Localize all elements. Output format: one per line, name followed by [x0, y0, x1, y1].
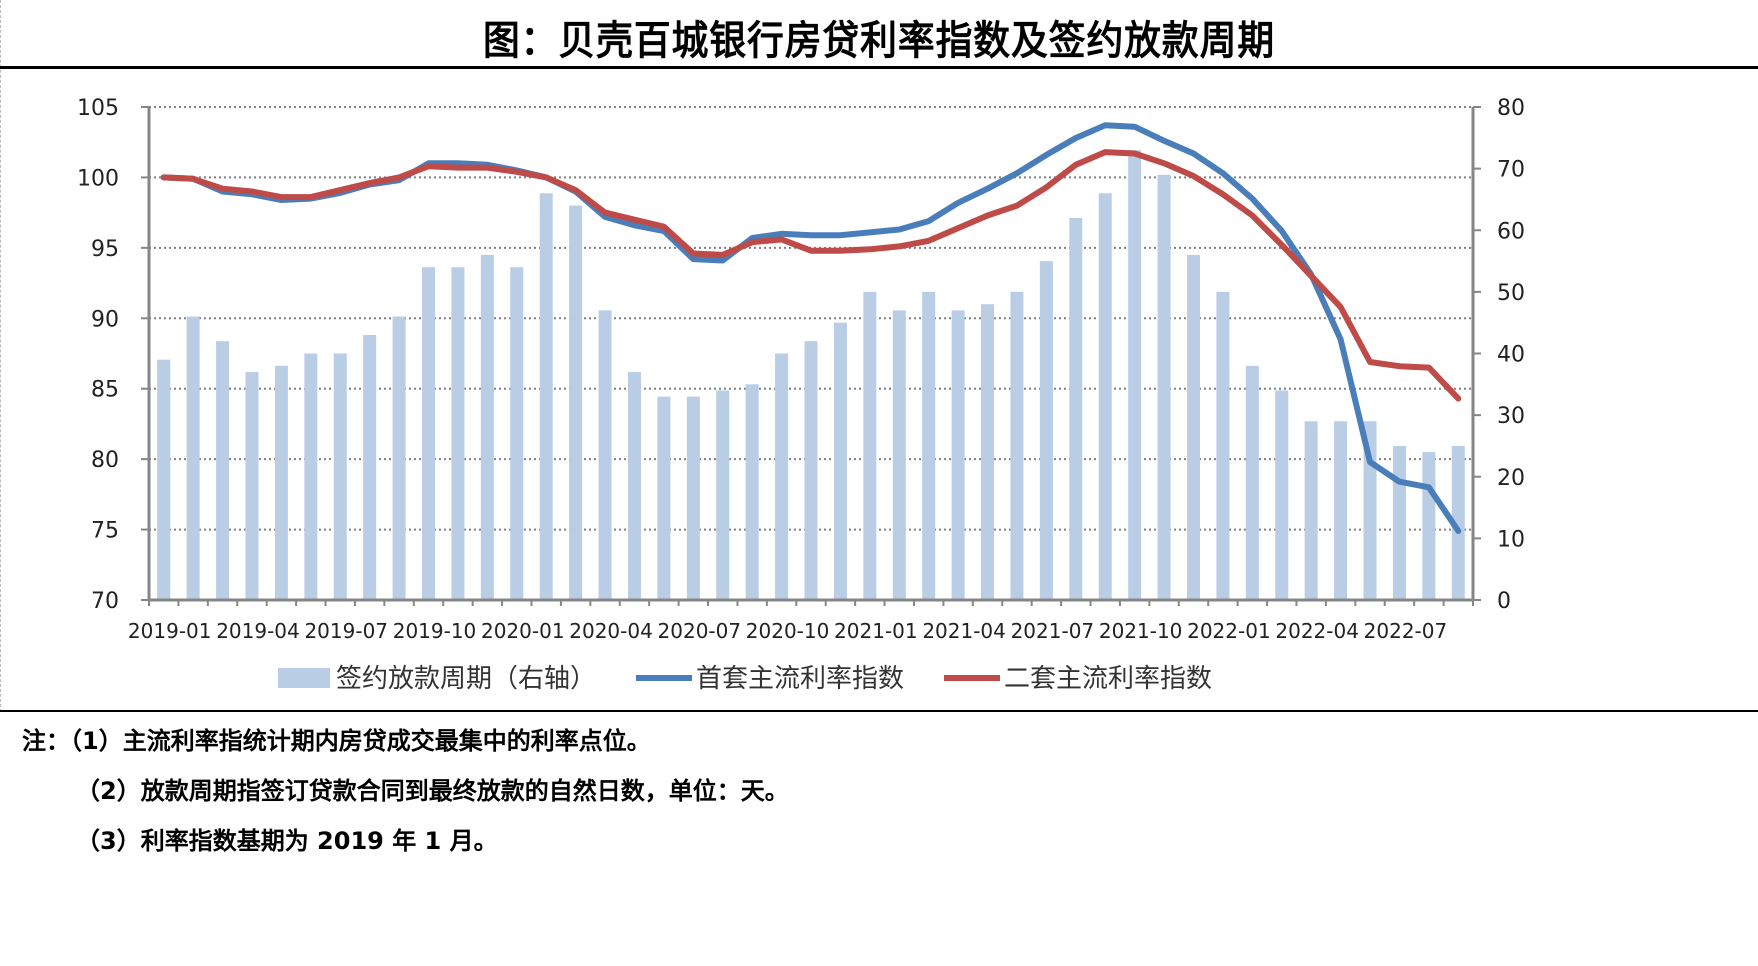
left-tick-label: 80	[91, 448, 119, 473]
bar	[451, 267, 465, 600]
right-tick-label: 0	[1497, 589, 1511, 614]
bar	[1451, 445, 1465, 600]
x-tick-label: 2021-07	[1011, 619, 1095, 643]
bar	[1128, 150, 1142, 600]
bar	[1334, 421, 1348, 600]
axes: 70 75 80 85 90 95 100 105 0 10 20 30 40 50 60 70 80 2019-…	[77, 96, 1525, 643]
bar	[392, 316, 406, 600]
right-tick-label: 30	[1497, 404, 1525, 429]
left-tick-label: 105	[77, 96, 119, 121]
left-dashed-border	[0, 0, 1, 712]
notes: 注：（1）主流利率指统计期内房贷成交最集中的利率点位。 （2）放款周期指签订贷款…	[22, 716, 789, 866]
x-tick-label: 2019-01	[128, 619, 212, 643]
bar	[745, 384, 759, 600]
bar	[304, 353, 318, 600]
bar	[245, 371, 259, 600]
figure-title: 图：贝壳百城银行房贷利率指数及签约放款周期	[482, 18, 1276, 64]
bar	[274, 365, 288, 600]
left-tick-label: 75	[91, 519, 119, 544]
bar	[510, 267, 524, 600]
bar	[598, 310, 612, 600]
bar	[922, 291, 936, 600]
bar	[1392, 445, 1406, 600]
bar	[833, 322, 847, 600]
bar	[657, 396, 671, 600]
bar	[157, 359, 171, 600]
bar	[480, 254, 494, 600]
x-tick-label: 2020-10	[746, 619, 830, 643]
bar	[892, 310, 906, 600]
bar	[716, 390, 730, 600]
bar-series-loan-cycle	[157, 150, 1465, 601]
bar	[1010, 291, 1024, 600]
x-tick-label: 2020-04	[569, 619, 653, 643]
legend-swatch-bar	[278, 668, 330, 688]
right-tick-label: 80	[1497, 96, 1525, 121]
left-tick-label: 95	[91, 237, 119, 262]
legend-label-bar: 签约放款周期（右轴）	[336, 664, 596, 694]
bar	[775, 353, 789, 600]
left-tick-label: 100	[77, 166, 119, 191]
right-tick-label: 40	[1497, 343, 1525, 368]
x-tick-label: 2022-07	[1364, 619, 1448, 643]
note-3: （3）利率指数基期为 2019 年 1 月。	[76, 827, 498, 855]
right-tick-label: 50	[1497, 281, 1525, 306]
left-tick-label: 90	[91, 307, 119, 332]
bar	[333, 353, 347, 600]
x-tick-label: 2020-01	[481, 619, 565, 643]
bar	[1275, 390, 1289, 600]
x-tick-label: 2021-01	[834, 619, 918, 643]
note-2: （2）放款周期指签订贷款合同到最终放款的自然日数，单位：天。	[76, 777, 789, 805]
line-series	[160, 122, 1462, 534]
right-tick-label: 70	[1497, 158, 1525, 183]
note-1: 注：（1）主流利率指统计期内房贷成交最集中的利率点位。	[22, 727, 651, 755]
x-tick-label: 2022-04	[1275, 619, 1359, 643]
x-tick-label: 2021-04	[922, 619, 1006, 643]
bar	[1216, 291, 1230, 600]
bar	[216, 341, 230, 600]
bar	[981, 304, 995, 600]
bar	[1422, 452, 1436, 600]
line-second-home-rate	[160, 149, 1462, 402]
bar	[1039, 261, 1053, 600]
right-tick-label: 20	[1497, 466, 1525, 491]
top-rule	[0, 66, 1758, 69]
bar	[422, 267, 436, 600]
x-tick-label: 2019-10	[393, 619, 477, 643]
bar	[1245, 365, 1259, 600]
bottom-rule	[0, 710, 1758, 712]
left-tick-label: 70	[91, 589, 119, 614]
x-tick-label: 2019-04	[216, 619, 300, 643]
x-tick-label: 2020-07	[658, 619, 742, 643]
bar	[951, 310, 965, 600]
bar	[1157, 174, 1171, 600]
bar	[686, 396, 700, 600]
bar	[1098, 193, 1112, 600]
bar	[363, 335, 377, 600]
legend: 签约放款周期（右轴） 首套主流利率指数 二套主流利率指数	[278, 664, 1212, 694]
legend-label-second: 二套主流利率指数	[1004, 664, 1212, 694]
x-tick-label: 2021-10	[1099, 619, 1183, 643]
bar	[804, 341, 818, 600]
bar	[1304, 421, 1318, 600]
x-tick-label: 2019-07	[304, 619, 388, 643]
right-tick-label: 10	[1497, 527, 1525, 552]
bar	[1069, 217, 1083, 601]
bar	[569, 205, 583, 600]
legend-label-first: 首套主流利率指数	[696, 664, 904, 694]
bar	[863, 291, 877, 600]
bar	[627, 371, 641, 600]
bar	[186, 316, 200, 600]
x-tick-label: 2022-01	[1187, 619, 1271, 643]
bar	[1186, 254, 1200, 600]
combo-chart: 70 75 80 85 90 95 100 105 0 10 20 30 40 50 60 70 80 2019-…	[77, 96, 1525, 694]
left-tick-label: 85	[91, 378, 119, 403]
bar	[539, 193, 553, 600]
right-tick-label: 60	[1497, 219, 1525, 244]
